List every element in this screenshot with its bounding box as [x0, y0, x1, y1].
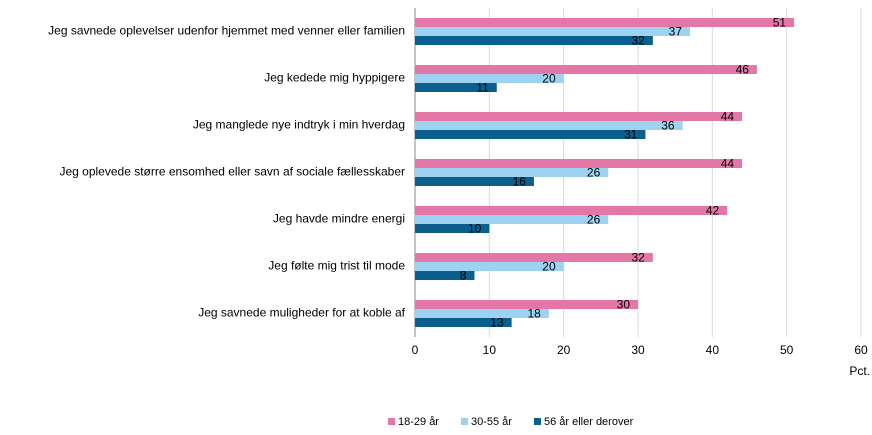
value-label: 8 — [460, 269, 467, 283]
bar — [415, 224, 490, 233]
bar — [415, 215, 609, 224]
bar — [415, 309, 549, 318]
bar — [415, 177, 534, 186]
y-tick-label: Jeg savnede oplevelser udenfor hjemmet m… — [48, 24, 405, 38]
value-label: 13 — [490, 316, 504, 330]
bar — [415, 130, 646, 139]
x-tick-label: 0 — [412, 343, 419, 357]
x-tick-label: 30 — [631, 343, 645, 357]
bar — [415, 168, 609, 177]
value-label: 16 — [513, 175, 527, 189]
x-tick-label: 10 — [483, 343, 497, 357]
bar — [415, 121, 683, 130]
bar — [415, 27, 691, 36]
legend-label: 18-29 år — [398, 416, 439, 428]
value-label: 11 — [476, 81, 489, 95]
legend-label: 56 år eller derover — [544, 416, 634, 428]
y-tick-label: Jeg følte mig trist til mode — [268, 259, 405, 273]
value-label: 37 — [669, 25, 683, 39]
y-tick-label: Jeg savnede muligheder for at koble af — [198, 306, 405, 320]
value-label: 26 — [587, 166, 601, 180]
bar — [415, 65, 757, 74]
value-label: 20 — [542, 72, 556, 86]
bar — [415, 74, 564, 83]
y-tick-label: Jeg oplevede større ensomhed eller savn … — [59, 165, 405, 179]
legend-swatch — [533, 418, 541, 425]
value-label: 44 — [721, 110, 735, 124]
bar — [415, 300, 638, 309]
bar — [415, 159, 743, 168]
bar — [415, 271, 475, 280]
bar — [415, 112, 743, 121]
value-label: 31 — [624, 128, 638, 142]
bar — [415, 253, 653, 262]
bar — [415, 318, 512, 327]
x-axis-label: Pct. — [849, 364, 870, 378]
legend-swatch — [460, 418, 468, 425]
bar — [415, 262, 564, 271]
bar — [415, 206, 728, 215]
value-label: 18 — [527, 307, 541, 321]
value-label: 26 — [587, 213, 601, 227]
bar — [415, 83, 497, 92]
x-tick-label: 20 — [557, 343, 571, 357]
value-label: 30 — [617, 298, 631, 312]
value-label: 46 — [736, 63, 750, 77]
value-label: 32 — [632, 251, 646, 265]
y-tick-label: Jeg manglede nye indtryk i min hverdag — [193, 118, 405, 132]
value-label: 32 — [632, 34, 646, 48]
value-label: 42 — [706, 204, 720, 218]
x-tick-label: 60 — [854, 343, 868, 357]
y-tick-label: Jeg havde mindre energi — [273, 212, 405, 226]
bar — [415, 18, 795, 27]
x-tick-label: 40 — [706, 343, 720, 357]
legend-label: 30-55 år — [471, 416, 512, 428]
value-label: 36 — [661, 119, 675, 133]
y-tick-label: Jeg kedede mig hyppigere — [264, 71, 405, 85]
bar — [415, 36, 653, 45]
x-tick-label: 50 — [780, 343, 794, 357]
value-label: 20 — [542, 260, 556, 274]
value-label: 10 — [468, 222, 482, 236]
legend-swatch — [388, 418, 395, 425]
value-label: 51 — [773, 16, 787, 30]
value-label: 44 — [721, 157, 735, 171]
